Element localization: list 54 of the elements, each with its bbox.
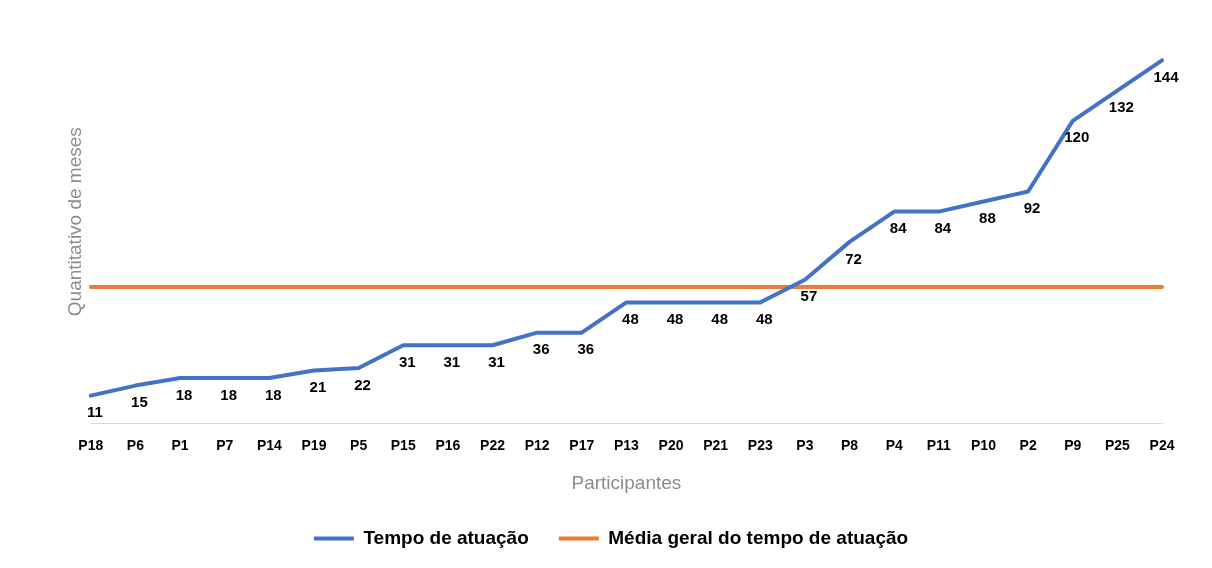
data-label: 72 bbox=[845, 249, 862, 267]
data-label: 48 bbox=[755, 310, 773, 328]
data-label: 15 bbox=[131, 393, 148, 411]
data-label: 18 bbox=[175, 385, 193, 403]
x-tick-label: P19 bbox=[301, 436, 327, 453]
data-label: 120 bbox=[1064, 128, 1090, 146]
x-tick-label: P5 bbox=[350, 436, 368, 453]
x-tick-label: P18 bbox=[78, 436, 104, 453]
data-label: 36 bbox=[577, 340, 595, 358]
x-tick-label: P23 bbox=[747, 436, 773, 453]
x-tick-label: P11 bbox=[926, 436, 952, 453]
x-tick-label: P20 bbox=[658, 436, 684, 453]
y-axis-title: Quantitativo de meses bbox=[63, 127, 85, 317]
legend-label: Tempo de atuação bbox=[363, 526, 529, 548]
x-tick-label: P16 bbox=[435, 436, 461, 453]
x-axis-title: Participantes bbox=[571, 471, 682, 493]
x-tick-label: P25 bbox=[1104, 436, 1131, 453]
data-label: 18 bbox=[264, 385, 282, 403]
data-label: 48 bbox=[622, 310, 639, 328]
x-tick-label: P22 bbox=[480, 436, 506, 453]
x-tick-label: P8 bbox=[841, 436, 859, 453]
x-tick-label: P12 bbox=[524, 436, 550, 453]
data-label: 48 bbox=[711, 310, 729, 328]
x-tick-label: P15 bbox=[390, 436, 416, 453]
data-label: 144 bbox=[1153, 67, 1180, 85]
x-tick-label: P2 bbox=[1019, 436, 1037, 453]
x-tick-label: P3 bbox=[796, 436, 814, 453]
data-label: 48 bbox=[666, 310, 684, 328]
legend-label: Média geral do tempo de atuação bbox=[608, 526, 909, 548]
data-label: 31 bbox=[443, 352, 461, 370]
data-label: 57 bbox=[800, 287, 818, 305]
data-label: 84 bbox=[889, 219, 908, 237]
x-tick-label: P10 bbox=[971, 436, 997, 453]
data-label: 22 bbox=[354, 375, 371, 393]
x-tick-label: P17 bbox=[569, 436, 595, 453]
data-label: 18 bbox=[220, 385, 238, 403]
data-label: 11 bbox=[86, 403, 103, 421]
data-label: 36 bbox=[532, 340, 550, 358]
data-label: 92 bbox=[1023, 199, 1041, 217]
data-label: 84 bbox=[934, 219, 952, 237]
x-tick-label: P24 bbox=[1149, 436, 1175, 453]
data-label: 21 bbox=[309, 378, 327, 396]
data-label: 31 bbox=[488, 352, 505, 370]
data-label: 88 bbox=[979, 209, 996, 227]
x-tick-label: P13 bbox=[613, 436, 640, 453]
data-label: 132 bbox=[1108, 98, 1134, 116]
x-tick-label: P14 bbox=[256, 436, 282, 453]
x-tick-label: P9 bbox=[1064, 436, 1082, 453]
x-tick-label: P1 bbox=[171, 436, 189, 453]
data-label: 31 bbox=[398, 352, 416, 370]
x-tick-label: P21 bbox=[703, 436, 729, 453]
x-tick-label: P7 bbox=[216, 436, 234, 453]
x-tick-label: P6 bbox=[126, 436, 145, 453]
x-tick-label: P4 bbox=[885, 436, 903, 453]
